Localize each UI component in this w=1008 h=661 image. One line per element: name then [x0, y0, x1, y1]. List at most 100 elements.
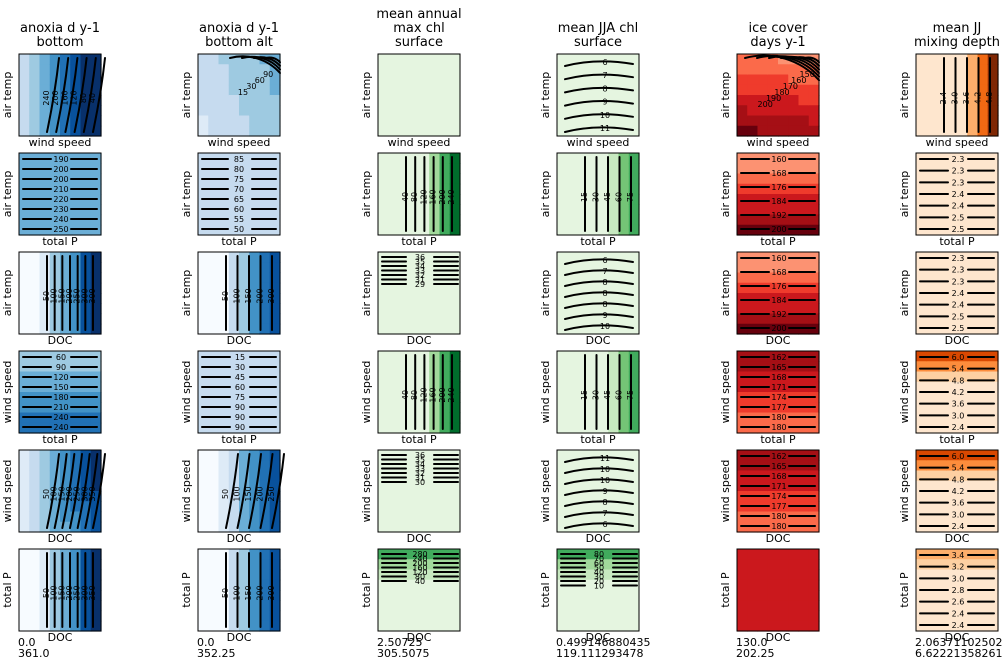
heatmap-cell	[398, 272, 410, 284]
heatmap-cell	[439, 95, 451, 106]
heatmap-cell	[19, 480, 30, 492]
heatmap-cell	[408, 282, 420, 294]
heatmap-cell	[378, 620, 389, 632]
heatmap-cell	[747, 115, 759, 127]
heatmap-cell	[557, 204, 568, 216]
heatmap-cell	[778, 610, 789, 622]
heatmap-cell	[398, 392, 410, 403]
axis-ylabel: total P	[360, 572, 373, 608]
heatmap-cell	[439, 224, 451, 236]
heatmap-cell	[767, 272, 779, 284]
heatmap-cell	[967, 559, 979, 571]
heatmap-cell	[269, 74, 281, 86]
heatmap-cell	[398, 501, 410, 513]
heatmap-cell	[737, 125, 748, 137]
heatmap-cell	[557, 293, 568, 304]
heatmap-cell	[567, 293, 579, 304]
heatmap-cell	[567, 412, 579, 424]
heatmap-cell	[778, 84, 789, 96]
heatmap-cell	[767, 600, 779, 612]
contour-label: 50	[42, 588, 51, 598]
heatmap-cell	[926, 74, 938, 86]
heatmap-cell	[49, 402, 61, 414]
heatmap-cell	[767, 480, 779, 492]
heatmap-cell	[808, 163, 820, 175]
heatmap-cell	[967, 323, 979, 335]
heatmap-cell	[608, 460, 620, 472]
panel-frame	[197, 251, 281, 335]
heatmap-cell	[926, 173, 938, 185]
heatmap-cell	[946, 74, 958, 86]
contour-label: 3.0	[952, 411, 965, 420]
heatmap-cell	[60, 521, 71, 533]
contour-label: 40	[88, 93, 97, 103]
heatmap-cell	[987, 313, 999, 325]
heatmap-cell	[737, 521, 748, 533]
heatmap-cell	[628, 194, 640, 205]
heatmap-cell	[618, 224, 630, 236]
heatmap-cell	[628, 511, 640, 523]
heatmap-cell	[90, 470, 102, 482]
heatmap-cell	[767, 381, 779, 393]
heatmap-cell	[608, 422, 620, 434]
heatmap-cell	[218, 501, 230, 513]
heatmap-cell	[747, 74, 759, 86]
heatmap-cell	[957, 282, 968, 294]
heatmap-cell	[429, 262, 441, 274]
heatmap-cell	[90, 125, 102, 137]
range-max-label: 6.62221358261	[915, 647, 1002, 660]
contour-label: 4.2	[974, 92, 983, 105]
heatmap-cell	[259, 511, 271, 523]
heatmap-cell	[767, 412, 779, 424]
heatmap-cell	[926, 194, 938, 205]
heatmap-cell	[218, 590, 230, 601]
heatmap-cell	[378, 183, 389, 195]
heatmap-cell	[60, 173, 71, 185]
heatmap-cell	[80, 511, 92, 523]
range-min-label: 0.0	[197, 636, 215, 649]
heatmap-cell	[747, 620, 759, 632]
heatmap-cell	[408, 620, 420, 632]
heatmap-cell	[439, 194, 451, 205]
heatmap-cell	[587, 74, 599, 86]
heatmap-cell	[737, 549, 748, 560]
heatmap-cell	[987, 204, 999, 216]
panel-frame	[377, 152, 461, 236]
heatmap-cell	[269, 313, 281, 325]
heatmap-cell	[587, 511, 599, 523]
heatmap-cell	[946, 549, 958, 560]
heatmap-cell	[228, 351, 240, 362]
contour-label: 200	[256, 288, 265, 303]
heatmap-cell	[628, 74, 640, 86]
heatmap-cell	[70, 115, 82, 127]
heatmap-cell	[747, 282, 759, 294]
heatmap-cell	[608, 293, 620, 304]
heatmap-cell	[798, 303, 810, 315]
heatmap-cell	[70, 95, 82, 106]
heatmap-cell	[80, 422, 92, 434]
heatmap-cell	[977, 480, 989, 492]
heatmap-cell	[39, 501, 51, 513]
heatmap-cell	[737, 204, 748, 216]
heatmap-cell	[926, 460, 938, 472]
heatmap-cell	[926, 521, 938, 533]
heatmap-cell	[557, 64, 568, 76]
heatmap-cell	[936, 262, 948, 274]
heatmap-cell	[29, 422, 41, 434]
heatmap-cell	[587, 620, 599, 632]
heatmap-cell	[388, 153, 400, 164]
heatmap-cell	[737, 115, 748, 127]
contour-label: 250	[73, 288, 82, 303]
heatmap-cell	[747, 194, 759, 205]
heatmap-cell	[946, 262, 958, 274]
heatmap-cell	[218, 64, 230, 76]
heatmap-cell	[439, 313, 451, 325]
heatmap-cell	[577, 163, 589, 175]
heatmap-cell	[808, 521, 820, 533]
axis-ylabel: wind speed	[719, 361, 732, 424]
heatmap-cell	[598, 194, 609, 205]
heatmap-cell	[398, 204, 410, 216]
heatmap-cell	[408, 511, 420, 523]
